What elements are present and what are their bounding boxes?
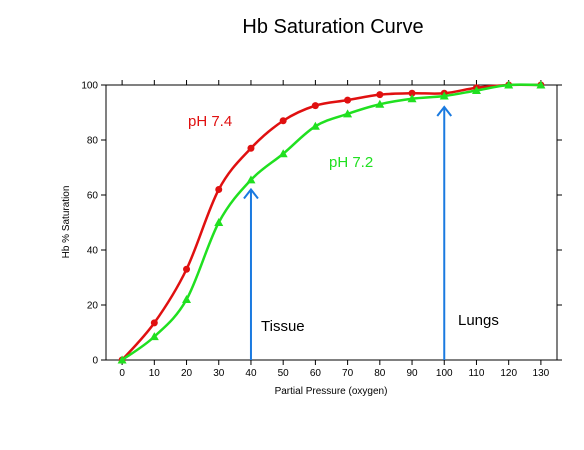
data-point-circle xyxy=(215,186,223,193)
data-point-triangle xyxy=(214,218,224,226)
data-point-triangle xyxy=(439,91,449,100)
data-point-triangle xyxy=(117,355,127,364)
data-point-circle xyxy=(344,96,352,104)
annotation-arrow-head-1 xyxy=(436,105,453,117)
annotation-arrow-head-0 xyxy=(243,187,259,200)
x-tick-label: 30 xyxy=(213,368,225,379)
data-point-triangle xyxy=(471,86,481,94)
annotation-layer xyxy=(243,105,453,360)
x-tick-label: 90 xyxy=(406,368,418,379)
data-point-triangle xyxy=(149,332,159,341)
x-tick-label: 120 xyxy=(500,368,517,379)
y-tick-label: 80 xyxy=(87,136,99,147)
plot-area xyxy=(105,84,558,361)
data-point-circle xyxy=(376,91,384,99)
series-layer xyxy=(117,80,546,364)
x-tick-label: 20 xyxy=(181,368,193,379)
data-point-circle xyxy=(311,102,319,110)
y-tick-label: 0 xyxy=(92,356,98,367)
x-tick-label: 60 xyxy=(310,368,322,379)
data-point-circle xyxy=(408,89,416,97)
x-tick-label: 50 xyxy=(278,368,290,379)
data-point-circle xyxy=(279,117,287,125)
x-tick-label: 70 xyxy=(342,368,354,379)
data-point-triangle xyxy=(343,109,353,118)
data-point-triangle xyxy=(182,295,192,303)
data-point-triangle xyxy=(504,80,514,89)
x-tick-label: 130 xyxy=(533,368,550,379)
series-line-1 xyxy=(121,83,541,362)
data-point-triangle xyxy=(536,80,546,89)
data-point-circle xyxy=(183,265,191,273)
y-axis-label: Hb % Saturation xyxy=(61,186,72,259)
x-axis: 0 10 20 30 40 50 60 70 80 90 100 110 120 130 xyxy=(119,80,550,379)
x-tick-label: 10 xyxy=(149,368,161,379)
data-point-triangle xyxy=(310,121,320,130)
y-tick-label: 100 xyxy=(81,81,98,92)
x-tick-label: 100 xyxy=(436,368,453,379)
data-point-circle xyxy=(247,144,255,152)
x-tick-label: 110 xyxy=(468,368,484,379)
data-point-triangle xyxy=(246,175,256,184)
data-point-triangle xyxy=(375,99,385,108)
data-point-triangle xyxy=(278,149,288,158)
annotation-label-lungs: Lungs xyxy=(458,312,499,329)
x-tick-label: 80 xyxy=(374,368,386,379)
annotation-label-tissue: Tissue xyxy=(261,318,305,335)
series-label-ph72: pH 7.2 xyxy=(329,154,373,171)
y-tick-label: 40 xyxy=(87,246,99,257)
series-line-0 xyxy=(121,83,541,361)
data-point-triangle xyxy=(407,94,417,103)
series-label-ph74: pH 7.4 xyxy=(188,113,232,130)
x-tick-label: 40 xyxy=(245,368,257,379)
y-tick-label: 20 xyxy=(87,301,99,312)
x-tick-label: 0 xyxy=(119,368,125,379)
chart-title: Hb Saturation Curve xyxy=(242,16,423,38)
x-axis-label: Partial Pressure (oxygen) xyxy=(275,386,388,397)
y-tick-label: 60 xyxy=(87,191,99,202)
data-point-circle xyxy=(150,319,158,327)
y-axis: 0 20 40 60 80 100 xyxy=(81,81,562,367)
